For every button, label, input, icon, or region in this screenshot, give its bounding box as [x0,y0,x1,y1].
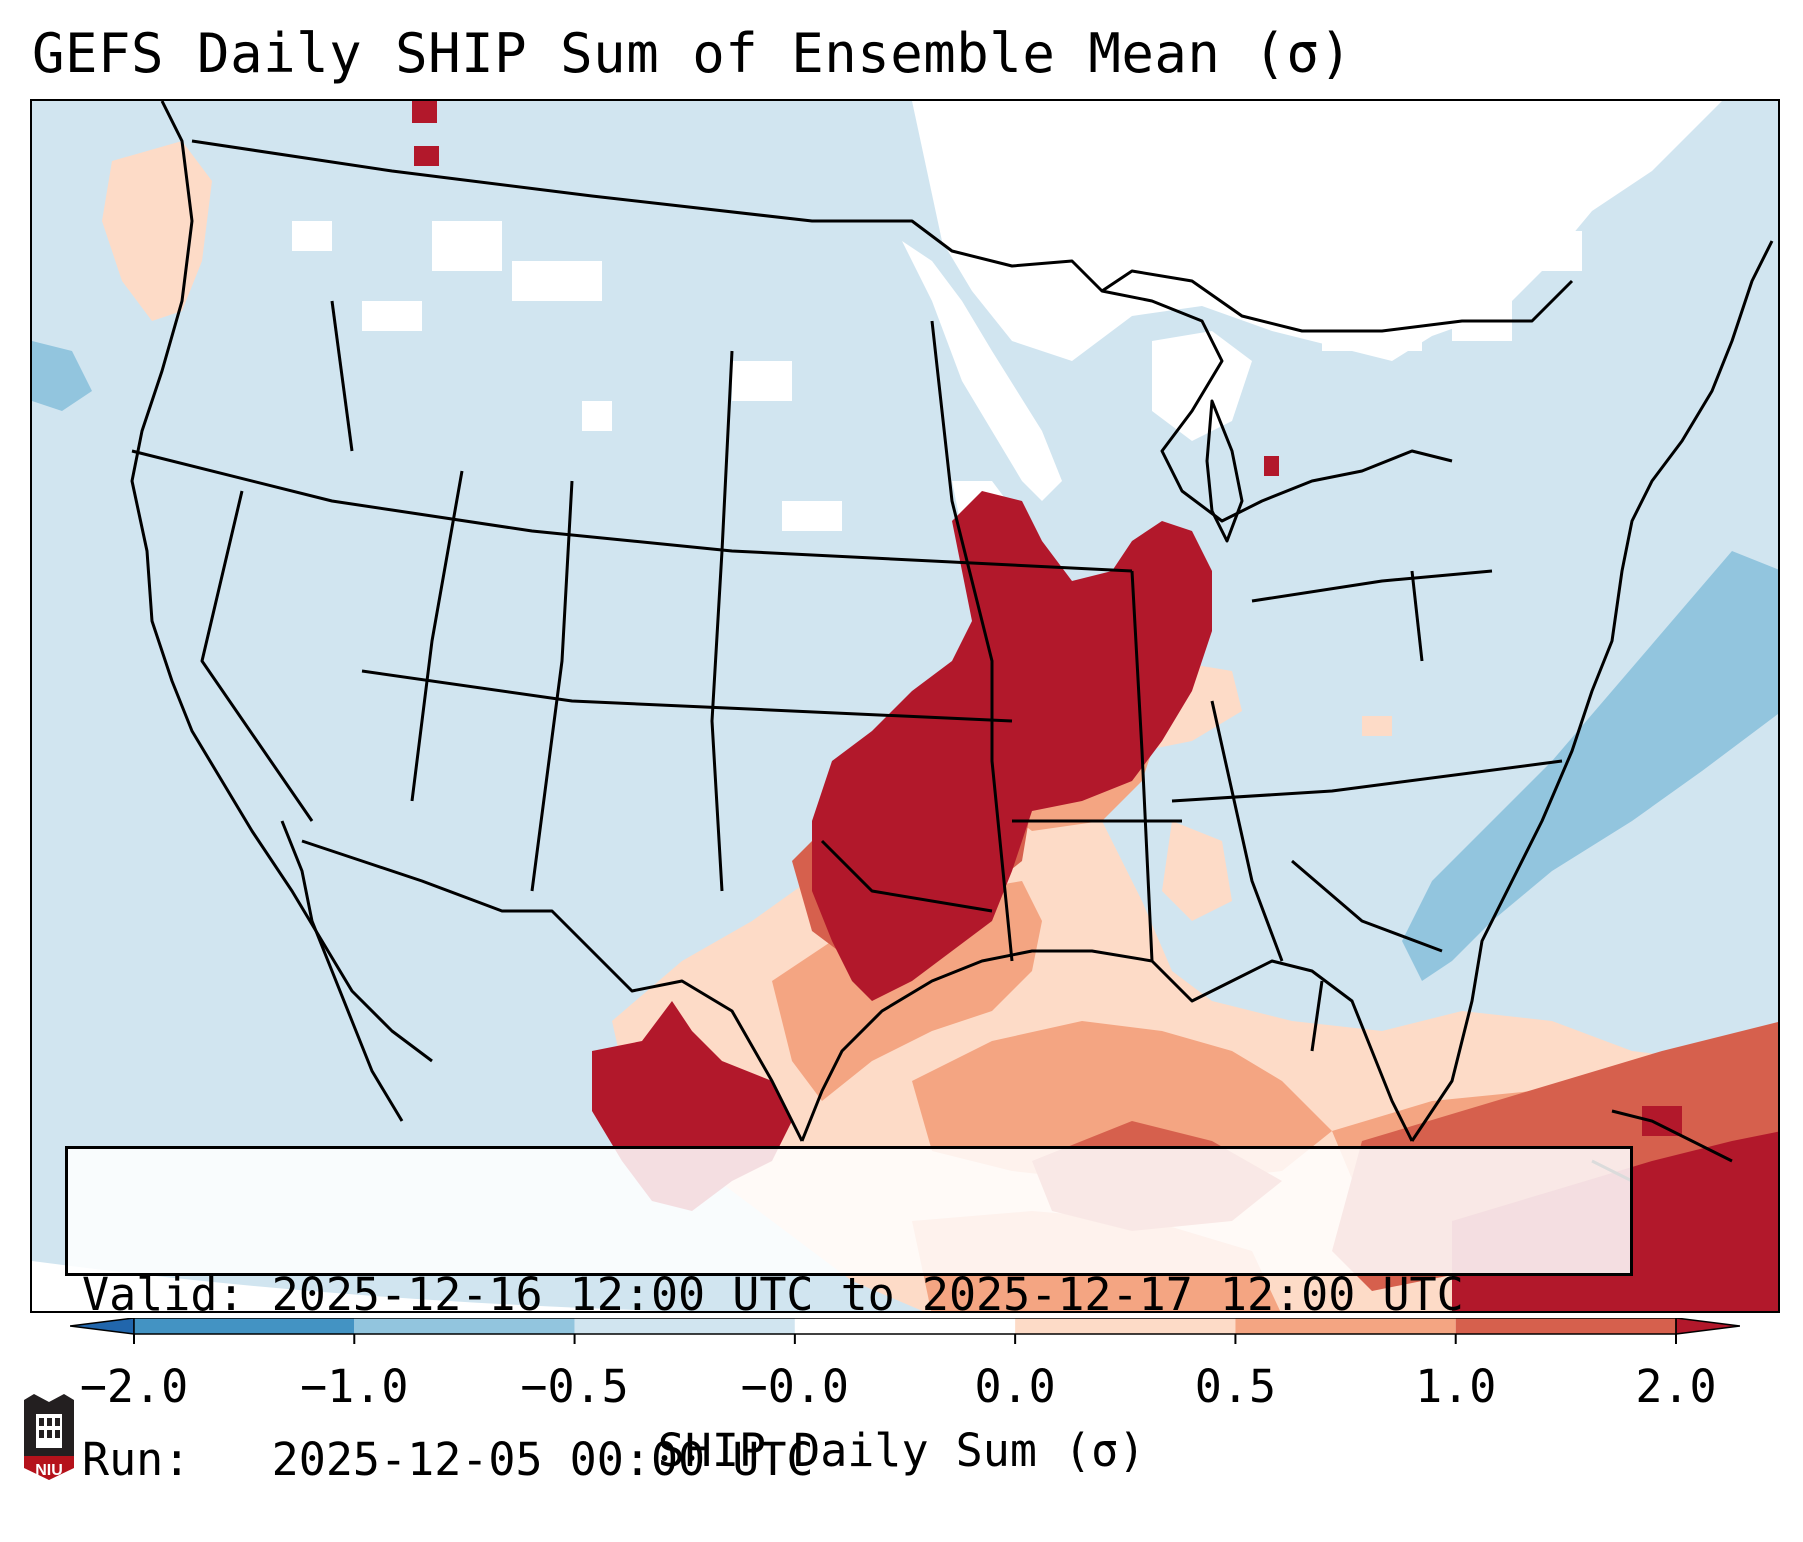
colorbar-tick-label: 0.0 [974,1360,1056,1413]
run-label: Run: [82,1433,191,1486]
forecast-map [32,101,1778,1311]
west-coast [130,101,433,1063]
colorbar-tick-label: 0.5 [1194,1360,1277,1413]
state-line-15 [1410,570,1424,662]
logo-text: NIU [35,1462,63,1479]
state-line-9 [820,839,993,913]
colorbar-tick-label: 2.0 [1635,1360,1717,1413]
great-lakes [1101,289,1453,523]
colorbar-segment [1235,1318,1456,1334]
colorbar-segment [574,1318,795,1334]
colorbar-segment [1015,1318,1236,1334]
niu-logo: NIU [20,1392,78,1482]
valid-label: Valid: [82,1268,245,1321]
state-line-5 [410,470,464,802]
state-line-8 [930,320,1014,962]
run-line: Run: 2025-12-05 00:00 UTC [82,1432,1616,1487]
colorbar-extend-high [1675,1318,1740,1335]
state-line-12 [1210,700,1284,962]
atlantic-negative-region [1402,551,1778,981]
colorbar-label: SHIP Daily Sum (σ) [657,1424,1146,1477]
state-line-1 [131,449,1133,573]
colorbar-segment [134,1318,355,1334]
state-line-13 [1251,569,1493,603]
us-mexico-border [301,839,804,1142]
colorbar [70,1318,1740,1344]
valid-line: Valid: 2025-12-16 12:00 UTC to 2025-12-1… [82,1267,1616,1322]
valid-value: 2025-12-16 12:00 UTC to 2025-12-17 12:00… [271,1268,1464,1321]
lake-michigan [1205,399,1244,543]
colorbar-tick-label: 1.0 [1415,1360,1497,1413]
niu-shield-icon [24,1394,74,1480]
state-line-17 [1310,980,1324,1052]
colorbar-extend-low [70,1318,135,1335]
east-coast [1410,240,1774,1142]
colorbar-tick-label: −2.0 [79,1360,189,1413]
state-line-6 [530,480,574,892]
run-value: 2025-12-05 00:00 UTC [271,1433,814,1486]
boundaries [130,101,1774,1142]
map-title: GEFS Daily SHIP Sum of Ensemble Mean (σ) [32,22,1353,85]
colorbar-tick-label: −0.0 [740,1360,850,1413]
colorbar-tick-label: −1.0 [300,1360,409,1413]
state-line-3 [330,300,354,452]
state-line-14 [1171,759,1563,803]
colorbar-segment [794,1318,1016,1334]
colorbar-segment [1455,1318,1676,1334]
state-line-11 [1130,570,1154,962]
state-line-4 [200,490,314,822]
pacific-negative-patch [32,341,92,411]
colorbar-segment [354,1318,575,1334]
map-panel[interactable] [30,99,1780,1313]
near-zero-region [292,101,1722,541]
state-line-7 [710,350,734,892]
colorbar-tick-label: −0.5 [520,1360,629,1413]
baja-coast [280,820,404,1122]
valid-run-info-box: Valid: 2025-12-16 12:00 UTC to 2025-12-1… [65,1146,1633,1486]
colorbar-outline [133,1318,1677,1335]
state-line-16 [1291,859,1443,953]
state-line-2 [361,669,1013,723]
